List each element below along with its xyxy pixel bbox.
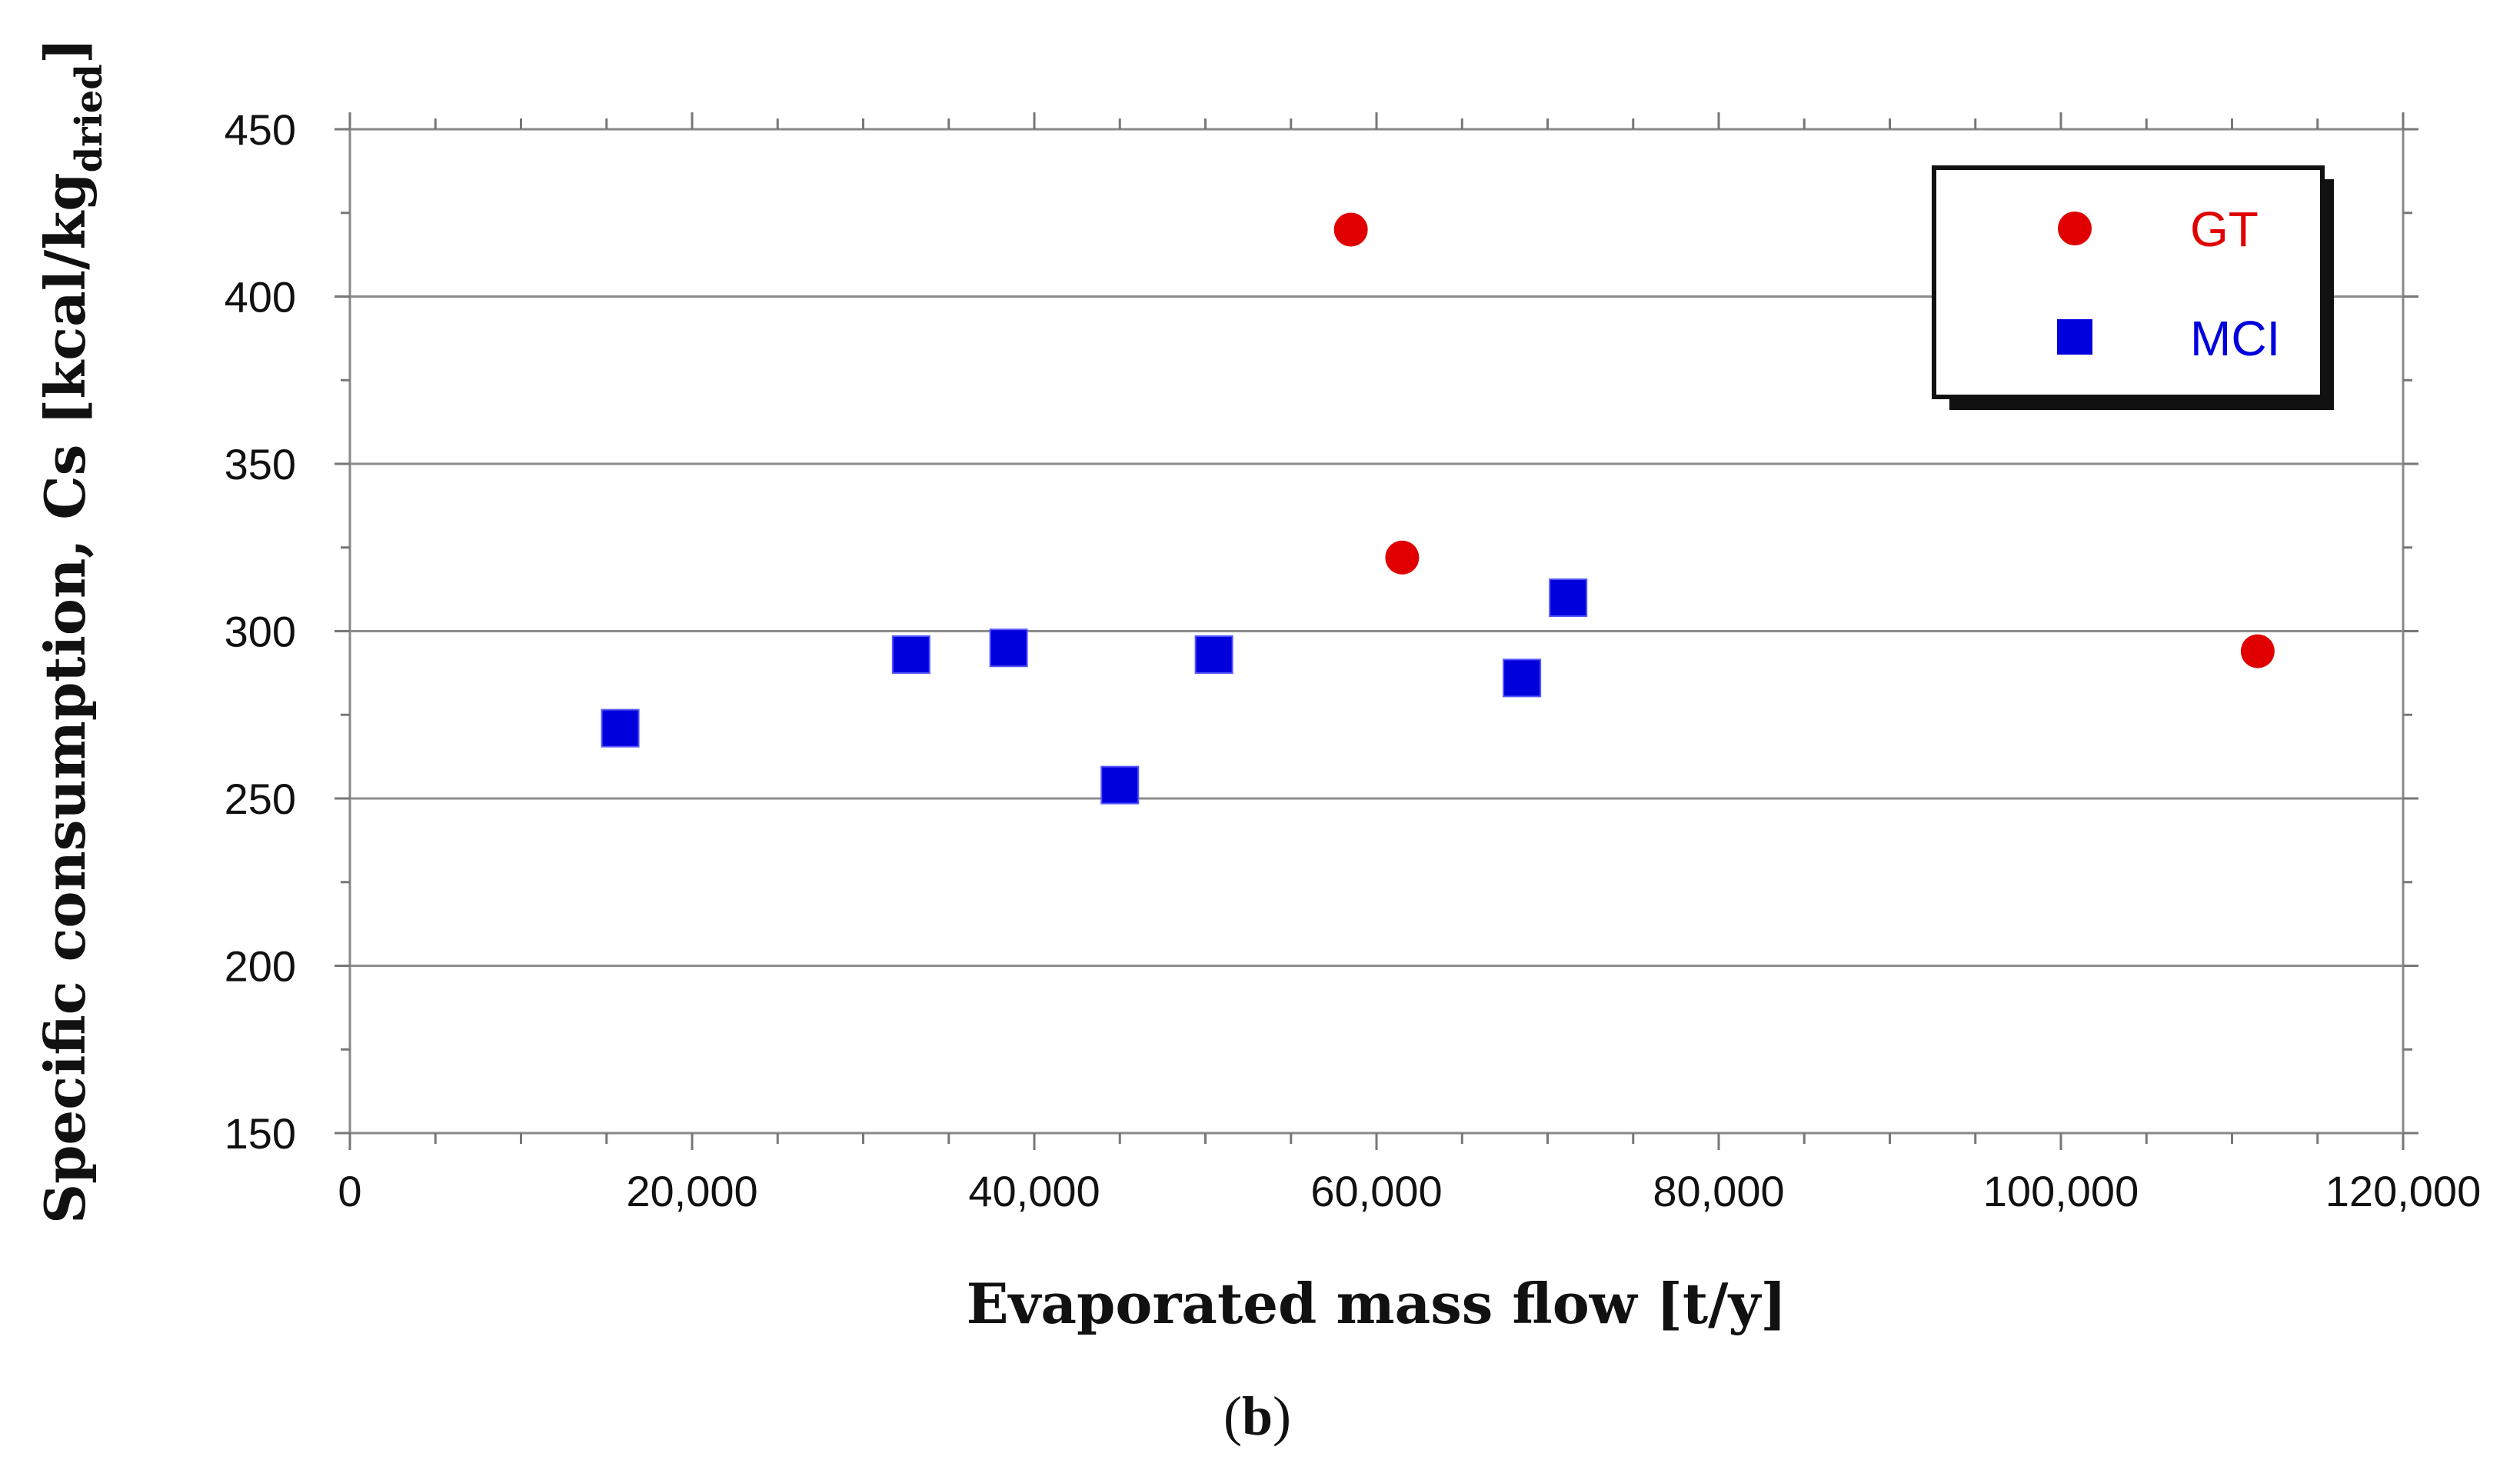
y-axis-title-main: Specific consumption, Cs [kcal/kg xyxy=(32,172,98,1224)
x-tick-label-80000: 80,000 xyxy=(1653,1167,1784,1215)
y-tick-label-150: 150 xyxy=(225,1109,296,1158)
marker-mci-3 xyxy=(989,628,1028,668)
marker-gt-1 xyxy=(1333,212,1368,247)
y-tick-label-300: 300 xyxy=(225,608,296,656)
y-axis-title: Specific consumption, Cs [kcal/kgdried] xyxy=(32,38,111,1224)
figure-caption: (b) xyxy=(1223,1385,1291,1447)
marker-mci-6 xyxy=(1503,658,1542,698)
x-tick-label-40000: 40,000 xyxy=(968,1167,1100,1215)
legend-label-mci: MCI xyxy=(2190,311,2280,366)
data-markers xyxy=(601,212,2275,805)
marker-mci-5 xyxy=(1194,635,1233,674)
y-tick-label-400: 400 xyxy=(225,273,296,322)
legend-box xyxy=(1932,165,2325,399)
caption-letter: b xyxy=(1242,1385,1273,1447)
legend-marker-mci xyxy=(2057,319,2092,355)
marker-gt-2 xyxy=(1385,540,1420,575)
y-tick-label-350: 350 xyxy=(225,440,296,488)
marker-mci-1 xyxy=(601,708,640,748)
caption-open: ( xyxy=(1223,1385,1242,1447)
x-tick-label-120000: 120,000 xyxy=(2325,1167,2481,1215)
x-axis: 0 20,000 40,000 60,000 80,000 100,000 120,000 xyxy=(338,112,2481,1215)
legend-label-gt: GT xyxy=(2190,202,2259,257)
x-tick-label-60000: 60,000 xyxy=(1310,1167,1442,1215)
x-tick-label-100000: 100,000 xyxy=(1983,1167,2139,1215)
legend: GT MCI xyxy=(1932,165,2334,410)
marker-gt-3 xyxy=(2240,634,2275,668)
x-axis-title: Evaporated mass flow [t/y] xyxy=(967,1271,1787,1336)
x-tick-label-0: 0 xyxy=(338,1167,361,1215)
y-axis-title-subscript: dried xyxy=(68,64,111,172)
marker-mci-2 xyxy=(891,635,930,674)
x-tick-label-20000: 20,000 xyxy=(626,1167,757,1215)
y-axis: 150 200 250 300 350 400 450 xyxy=(225,105,2418,1158)
y-tick-label-450: 450 xyxy=(225,105,296,154)
marker-mci-7 xyxy=(1549,578,1588,617)
caption-close: ) xyxy=(1273,1385,1291,1447)
marker-mci-4 xyxy=(1100,765,1140,805)
y-tick-label-250: 250 xyxy=(225,775,296,823)
legend-marker-gt xyxy=(2058,212,2092,245)
y-tick-label-200: 200 xyxy=(225,942,296,991)
y-axis-title-close: ] xyxy=(32,38,98,64)
